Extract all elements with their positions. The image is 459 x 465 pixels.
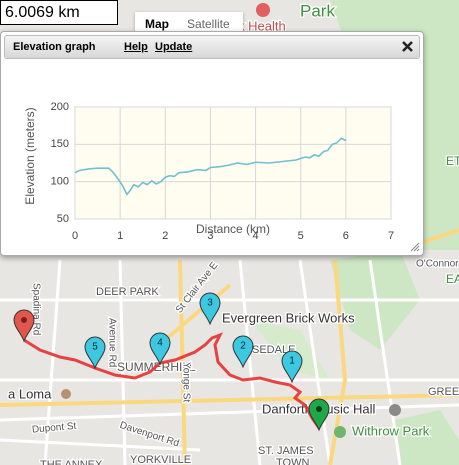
route bbox=[23, 332, 321, 429]
distance-box: 6.0069 km bbox=[0, 0, 118, 25]
y-tick-label: 50 bbox=[57, 213, 69, 225]
marker-label: 3 bbox=[207, 298, 213, 309]
x-tick-label: 4 bbox=[253, 230, 259, 242]
map-label: Dupont St bbox=[32, 421, 77, 436]
help-link[interactable]: Help bbox=[124, 41, 148, 53]
panel-title: Elevation graph bbox=[13, 41, 96, 53]
x-tick-label: 5 bbox=[298, 230, 304, 242]
elevation-line bbox=[74, 137, 347, 196]
waypoint-marker bbox=[199, 292, 221, 326]
marker-label: 1 bbox=[289, 356, 295, 367]
y-tick-label: 200 bbox=[51, 101, 69, 113]
x-tick-label: 2 bbox=[162, 230, 168, 242]
waypoint-marker bbox=[149, 332, 171, 366]
map-label: DEER PARK bbox=[96, 286, 159, 298]
map-tab[interactable]: Map bbox=[145, 17, 169, 31]
start-marker bbox=[13, 309, 35, 343]
map-label: GREE bbox=[428, 386, 459, 398]
x-tick-label: 0 bbox=[72, 230, 78, 242]
x-axis-label: Distance (km) bbox=[196, 222, 270, 236]
map-label: Avenue Rd bbox=[106, 318, 117, 367]
map-label: Withrow Park bbox=[352, 423, 430, 438]
museum-icon bbox=[61, 389, 71, 399]
map-label: TOWN bbox=[276, 457, 309, 465]
map-label: O'Connor bbox=[416, 259, 459, 270]
y-tick-label: 100 bbox=[51, 176, 69, 188]
panel-header: Elevation graph Help Update bbox=[4, 35, 420, 59]
waypoint-marker bbox=[232, 335, 254, 369]
park-area bbox=[395, 410, 459, 465]
map-label: THE ANNEX bbox=[40, 459, 103, 465]
satellite-tab[interactable]: Satellite bbox=[187, 17, 230, 31]
map-label: k Health bbox=[238, 18, 286, 33]
y-tick-label: 150 bbox=[51, 138, 69, 150]
end-marker bbox=[308, 398, 330, 432]
marker-dot bbox=[316, 406, 322, 412]
y-axis-label: Elevation (meters) bbox=[23, 107, 37, 204]
map-label: Park bbox=[300, 1, 335, 20]
close-button[interactable] bbox=[402, 41, 413, 52]
marker-label: 5 bbox=[92, 342, 98, 353]
marker-dot bbox=[21, 317, 27, 323]
map-label: EA bbox=[446, 272, 459, 286]
x-tick-label: 7 bbox=[388, 230, 394, 242]
resize-handle[interactable] bbox=[410, 242, 420, 252]
map-label: ST. JAMES bbox=[258, 445, 314, 457]
x-tick-label: 6 bbox=[343, 230, 349, 242]
poi-icon bbox=[389, 404, 401, 416]
map-label: Yonge St bbox=[180, 362, 191, 402]
elevation-chart: Elevation (meters) Distance (km) 5010015… bbox=[23, 101, 394, 242]
waypoint-marker bbox=[84, 336, 106, 370]
update-link[interactable]: Update bbox=[155, 41, 193, 53]
x-tick-label: 1 bbox=[117, 230, 123, 242]
marker-label: 4 bbox=[157, 338, 163, 349]
hospital-icon bbox=[256, 3, 270, 17]
park-icon bbox=[334, 426, 346, 438]
map-label: ET bbox=[446, 154, 459, 168]
roads bbox=[0, 259, 459, 465]
map-label: YORKVILLE bbox=[130, 454, 191, 465]
plot-bg bbox=[74, 106, 392, 220]
marker-label: 2 bbox=[240, 341, 246, 352]
x-tick-label: 3 bbox=[207, 230, 213, 242]
map-label: Evergreen Brick Works bbox=[222, 310, 355, 325]
park-area bbox=[250, 320, 330, 380]
waypoint-marker bbox=[281, 350, 303, 384]
elevation-panel: Elevation graph Help Update Elevation (m… bbox=[0, 31, 424, 256]
map-label: a Loma bbox=[8, 386, 52, 401]
